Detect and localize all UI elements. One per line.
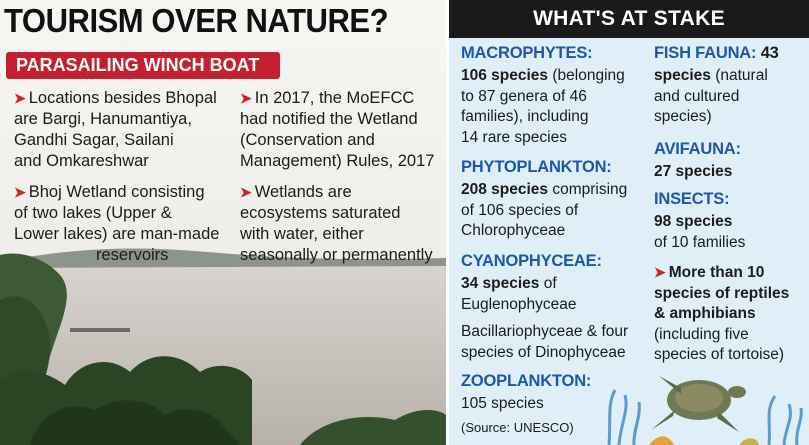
arrow-icon: ➤ xyxy=(14,90,26,106)
arrow-icon: ➤ xyxy=(240,90,252,106)
sea-life-illustration xyxy=(607,376,803,445)
fish-fauna-label: FISH FAUNA: 43 xyxy=(654,44,779,62)
phytoplankton-text: 208 species comprising of 106 species of… xyxy=(461,181,628,239)
point-wetlands: ➤ Wetlands are ecosystems saturated with … xyxy=(240,183,433,264)
zooplankton-text: 105 species xyxy=(461,395,544,412)
arrow-icon: ➤ xyxy=(240,184,252,200)
arrow-icon: ➤ xyxy=(654,264,666,280)
headline: TOURISM OVER NATURE? xyxy=(4,2,389,39)
point-bhoj-wetland: ➤ Bhoj Wetland consisting of two lakes (U… xyxy=(14,183,220,264)
avifauna-text: 27 species xyxy=(654,163,733,180)
point-moefcc: ➤ In 2017, the MoEFCC had notified the We… xyxy=(240,89,435,170)
insects-label: INSECTS: xyxy=(654,190,730,208)
zooplankton-label: ZOOPLANKTON: xyxy=(461,372,592,390)
subhead: PARASAILING WINCH BOAT xyxy=(16,55,260,75)
phytoplankton-label: PHYTOPLANKTON: xyxy=(461,158,612,176)
macrophytes-text: 106 species (belonging to 87 genera of 4… xyxy=(461,67,625,146)
arrow-icon: ➤ xyxy=(14,184,26,200)
point-locations: ➤ Locations besides Bhopal are Bargi, Han… xyxy=(14,89,217,170)
macrophytes-label: MACROPHYTES: xyxy=(461,44,593,62)
left-panel: TOURISM OVER NATURE? PARASAILING WINCH B… xyxy=(0,0,446,445)
stake-header: WHAT'S AT STAKE xyxy=(449,0,809,38)
fish-fauna-text: species (natural and cultured species) xyxy=(654,67,768,125)
cyanophyceae-label: CYANOPHYCEAE: xyxy=(461,252,602,270)
avifauna-label: AVIFAUNA: xyxy=(654,140,741,158)
cyanophyceae-text-2: Bacillariophyceae & four species of Dino… xyxy=(461,323,629,361)
insects-text: 98 species of 10 families xyxy=(654,213,746,251)
source-note: (Source: UNESCO) xyxy=(461,420,574,435)
turtle-icon xyxy=(651,376,746,432)
reptiles-text: ➤ More than 10 species of reptiles & amph… xyxy=(654,264,790,363)
subhead-banner: PARASAILING WINCH BOAT xyxy=(6,52,280,79)
cyanophyceae-text: 34 species of Euglenophyceae xyxy=(461,275,577,313)
panel-divider xyxy=(446,0,449,445)
right-panel: WHAT'S AT STAKE MACROPHYTES: 106 species… xyxy=(449,0,809,445)
